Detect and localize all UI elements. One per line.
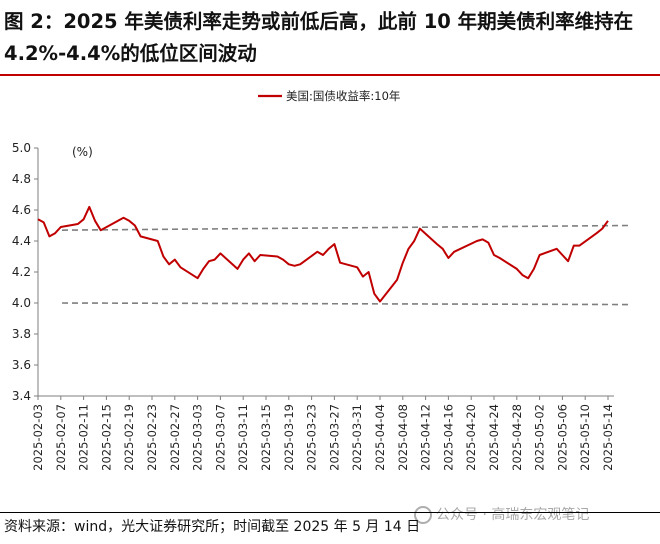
y-tick-label: 4.2: [12, 265, 31, 279]
y-axis: 5.0 4.8 4.6 4.4 4.2 4.0 3.8 3.6 3.4: [12, 141, 39, 403]
watermark-text: 公众号 · 高瑞东宏观笔记: [436, 507, 590, 523]
x-tick-label: 2025-02-07: [54, 404, 68, 471]
y-unit-label: (%): [72, 145, 93, 159]
y-tick-label: 3.8: [12, 327, 31, 341]
legend-label: 美国:国债收益率:10年: [286, 89, 400, 103]
x-tick-label: 2025-03-19: [282, 404, 296, 471]
title-divider: [0, 74, 660, 76]
x-tick-label: 2025-02-23: [145, 404, 159, 471]
x-tick-label: 2025-02-27: [168, 404, 182, 471]
x-tick-label: 2025-03-07: [213, 404, 227, 471]
x-tick-label: 2025-02-03: [31, 404, 45, 471]
source-note: 资料来源：wind，光大证券研究所；时间截至 2025 年 5 月 14 日: [4, 519, 421, 535]
wechat-logo-icon: [414, 506, 432, 524]
x-tick-label: 2025-04-12: [419, 404, 433, 471]
watermark: 公众号 · 高瑞东宏观笔记: [414, 504, 589, 524]
x-tick-label: 2025-04-28: [510, 404, 524, 471]
x-tick-label: 2025-04-16: [441, 404, 455, 471]
x-tick-label: 2025-03-03: [191, 404, 205, 471]
series-group: [37, 205, 609, 303]
x-tick-label: 2025-04-04: [373, 404, 387, 471]
yield-series-line: [37, 205, 609, 303]
x-tick-label: 2025-03-11: [236, 404, 250, 471]
x-tick-label: 2025-05-10: [578, 404, 592, 471]
x-tick-label: 2025-04-24: [487, 404, 501, 471]
y-tick-label: 4.4: [12, 234, 31, 248]
yield-line-chart: 美国:国债收益率:10年 (%) 5.0 4.8 4.6 4.4 4.2 4.0 3.8 3.…: [12, 89, 629, 471]
y-tick-label: 4.0: [12, 296, 31, 310]
y-tick-label: 4.6: [12, 203, 31, 217]
x-tick-label: 2025-02-11: [77, 404, 91, 471]
x-tick-label: 2025-04-08: [396, 404, 410, 471]
footer-divider: [0, 512, 660, 513]
reference-dashed-line: [61, 224, 629, 231]
x-tick-label: 2025-03-15: [259, 404, 273, 471]
y-tick-label: 4.8: [12, 172, 31, 186]
x-tick-label: 2025-02-19: [122, 404, 136, 471]
reference-lines: [61, 224, 629, 306]
x-tick-label: 2025-05-02: [533, 404, 547, 471]
y-tick-label: 3.4: [12, 389, 31, 403]
x-tick-label: 2025-03-23: [305, 404, 319, 471]
reference-dashed-line: [61, 302, 629, 306]
y-tick-label: 5.0: [12, 141, 31, 155]
x-tick-label: 2025-04-20: [464, 404, 478, 471]
x-axis: 2025-02-03 2025-02-07 2025-02-11 2025-02-15…: [31, 395, 615, 471]
x-tick-label: 2025-03-27: [327, 404, 341, 471]
x-tick-label: 2025-03-31: [350, 404, 364, 471]
x-tick-label: 2025-05-06: [555, 404, 569, 471]
x-tick-label: 2025-02-15: [99, 404, 113, 471]
chart-legend: 美国:国债收益率:10年: [258, 89, 400, 103]
x-tick-label: 2025-05-14: [601, 404, 615, 471]
y-tick-label: 3.6: [12, 358, 31, 372]
figure-title: 图 2：2025 年美债利率走势或前低后高，此前 10 年期美债利率维持在 4.…: [4, 10, 634, 65]
